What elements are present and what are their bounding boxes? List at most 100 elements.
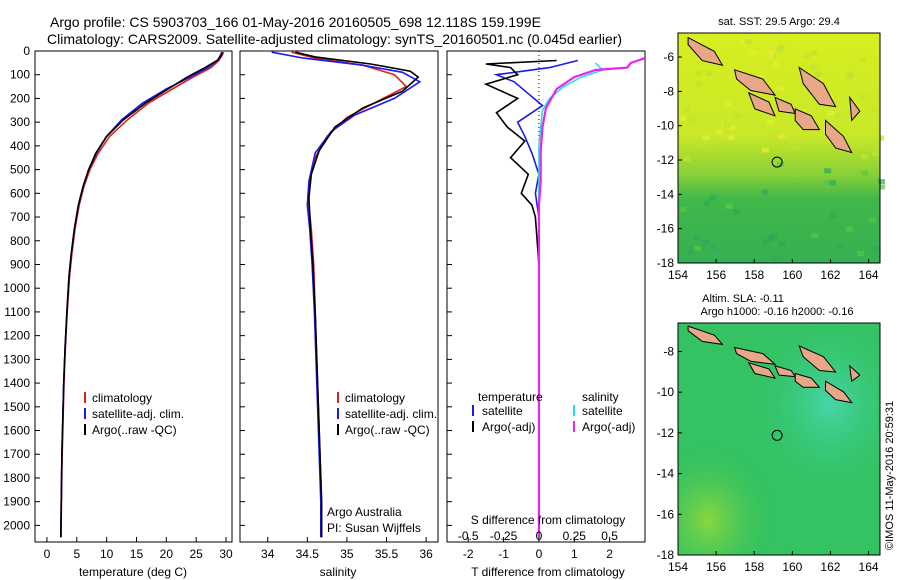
- series-line-s-satellite: [538, 62, 605, 538]
- sst-pixel: [716, 129, 724, 135]
- x-tick-label-4: 36: [419, 547, 433, 561]
- sst-pixel: [777, 162, 785, 167]
- sst-pixel: [837, 243, 844, 249]
- legend-item-1: satellite-adj. clim.: [345, 407, 437, 421]
- island-shape: [687, 325, 724, 346]
- depth-tick-label-4: 400: [10, 139, 30, 153]
- sst-pixel: [694, 246, 702, 251]
- depth-tick-label-3: 300: [10, 115, 30, 129]
- sst-pixel: [778, 133, 786, 139]
- temperature-panel: 0 5 10 15 20 25 30 temperature (deg C) climato…: [34, 50, 233, 579]
- depth-tick-label-7: 700: [10, 210, 30, 224]
- legend-temperature-item-0: satellite: [482, 404, 523, 418]
- sst-pixel: [878, 179, 885, 185]
- depth-tick-label-5: 500: [10, 163, 30, 177]
- x-tick-label-6: 30: [219, 547, 233, 561]
- sst-pixel: [824, 168, 832, 174]
- map-x-tick-label-2: 158: [744, 268, 764, 282]
- x-tick-label-5: 25: [190, 547, 204, 561]
- legend-swatch: [573, 405, 575, 416]
- temperature-plot-frame: [34, 50, 233, 543]
- sst-pixel: [744, 39, 752, 45]
- sst-pixel: [811, 233, 819, 238]
- sst-pixel: [791, 145, 799, 151]
- sst-pixel: [727, 134, 735, 140]
- map-x-tick-label-4: 162: [820, 268, 840, 282]
- sst-pixel: [822, 180, 830, 185]
- island-shape: [798, 345, 837, 373]
- island-shape: [849, 95, 861, 122]
- sst-pixel: [772, 61, 780, 67]
- sst-pixel: [766, 119, 774, 125]
- island-shape: [849, 364, 861, 383]
- sst-pixel: [761, 189, 769, 195]
- map-x-tick-label-1: 156: [706, 560, 726, 574]
- depth-tick-label-14: 1400: [3, 376, 30, 390]
- s-tick-label-0: -0.5: [458, 529, 479, 543]
- s-tick-label-1: -0.25: [490, 529, 518, 543]
- sst-pixel: [700, 142, 707, 148]
- map-y-tick-label-0: -8: [663, 344, 674, 358]
- legend-salinity-item-0: satellite: [582, 404, 623, 418]
- sst-pixel: [845, 74, 853, 79]
- x-tick-label-4: 2: [606, 547, 613, 561]
- sst-pixel: [683, 156, 691, 162]
- legend-swatch: [337, 408, 339, 419]
- sst-pixel: [679, 115, 687, 121]
- map-x-tick-label-0: 154: [668, 268, 688, 282]
- sst-map-title: sat. SST: 29.5 Argo: 29.4: [718, 16, 840, 28]
- salinity-panel: 34 34.5 35 35.5 36 salinity climatology satel…: [239, 50, 439, 579]
- island-shape: [825, 380, 853, 404]
- legend-swatch: [337, 392, 339, 403]
- depth-tick-label-11: 1100: [4, 305, 30, 319]
- sst-pixel: [776, 47, 784, 53]
- map-x-tick-label-4: 162: [820, 560, 840, 574]
- title-line-2: Climatology: CARS2009. Satellite-adjuste…: [47, 31, 622, 47]
- island-shape: [794, 108, 821, 131]
- sst-pixel: [682, 107, 690, 113]
- legend-swatch: [84, 408, 86, 419]
- island-shape: [794, 372, 821, 388]
- depth-tick-label-1: 100: [10, 68, 30, 82]
- legend-salinity-item-1: Argo(-adj): [582, 420, 635, 434]
- sst-pixel: [827, 110, 835, 116]
- depth-tick-label-6: 600: [10, 186, 30, 200]
- series-line-climatology: [60, 51, 225, 538]
- map-x-tick-label-1: 156: [706, 268, 726, 282]
- salinity-xlabel: salinity: [320, 565, 357, 579]
- sst-pixel: [770, 255, 778, 261]
- x-tick-label-0: 0: [44, 547, 51, 561]
- sst-pixel: [829, 213, 837, 218]
- x-tick-label-2: 35: [340, 547, 354, 561]
- legend-temperature-item-1: Argo(-adj): [482, 420, 535, 434]
- sst-pixel: [859, 57, 867, 63]
- x-tick-label-2: 10: [100, 547, 114, 561]
- difference-panel: -2 -1 0 1 2 S difference from climatology -0…: [446, 50, 646, 579]
- x-tick-label-3: 35.5: [375, 547, 399, 561]
- map-y-tick-label-4: -14: [657, 187, 675, 201]
- depth-tick-label-18: 1800: [3, 471, 30, 485]
- x-tick-label-0: -2: [463, 547, 474, 561]
- legend-salinity-title: salinity: [582, 390, 619, 404]
- sst-pixel: [725, 203, 732, 209]
- salinity-plot-frame: [239, 50, 439, 543]
- sst-pixel: [777, 85, 785, 91]
- sla-map-title: Altim. SLA: -0.11: [702, 293, 784, 305]
- sst-pixel: [693, 235, 701, 241]
- series-line-argo-raw-qc-: [295, 51, 420, 538]
- sst-pixel: [709, 195, 717, 201]
- x-tick-label-3: 1: [571, 547, 578, 561]
- x-tick-label-3: 15: [130, 547, 144, 561]
- series-line-satellite-adj-clim-: [60, 51, 223, 538]
- map-y-tick-label-3: -14: [657, 467, 675, 481]
- map-y-tick-label-6: -18: [657, 256, 675, 270]
- depth-tick-label-16: 1600: [3, 424, 30, 438]
- island-shape: [747, 91, 776, 117]
- sst-pixel: [688, 117, 696, 123]
- sst-pixel: [705, 70, 713, 76]
- sst-pixel: [871, 151, 879, 157]
- map-x-tick-label-3: 160: [782, 268, 802, 282]
- sst-pixel: [857, 251, 865, 256]
- sst-pixel: [878, 184, 886, 190]
